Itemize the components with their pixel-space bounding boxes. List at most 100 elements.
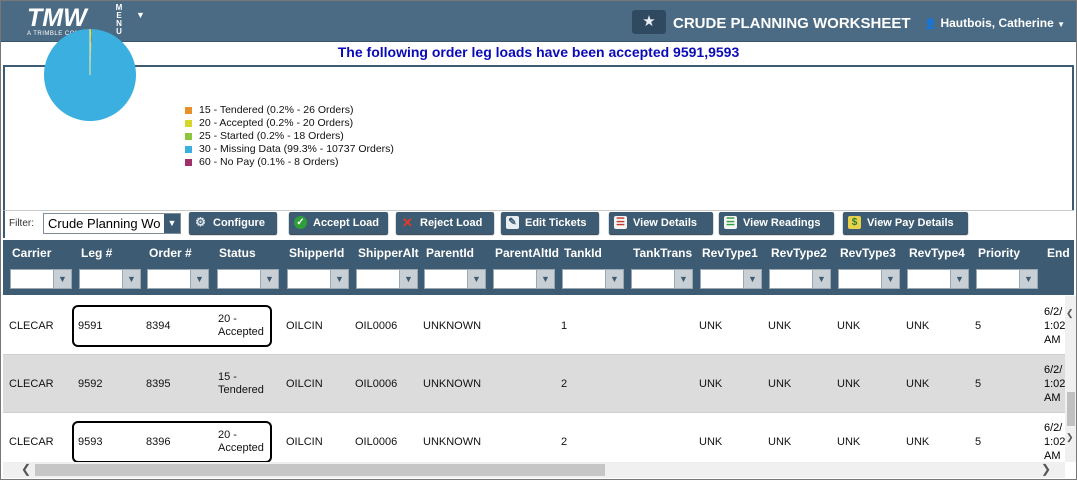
end-date-line: 1:02: [1044, 320, 1066, 332]
configure-button[interactable]: ⚙ Configure: [189, 212, 277, 234]
filter-icon[interactable]: ▼: [605, 270, 623, 288]
column-header[interactable]: Leg #: [81, 246, 113, 260]
column-header[interactable]: RevType3: [840, 246, 896, 260]
legend-item[interactable]: 60 - No Pay (0.1% - 8 Orders): [185, 156, 394, 169]
page-title: CRUDE PLANNING WORKSHEET: [673, 15, 911, 32]
filter-icon[interactable]: ▼: [950, 270, 968, 288]
column-header[interactable]: ParentAltId: [495, 246, 560, 260]
table-cell: 20 - Accepted: [218, 297, 264, 355]
column-filter-input[interactable]: ▼: [79, 269, 141, 289]
filter-icon[interactable]: ▼: [1019, 270, 1037, 288]
column-header[interactable]: RevType1: [702, 246, 758, 260]
pie-slice[interactable]: [44, 29, 136, 122]
filter-icon[interactable]: ▼: [260, 270, 278, 288]
column-header[interactable]: Carrier: [12, 246, 52, 260]
view-details-button[interactable]: ☰ View Details: [609, 212, 713, 234]
column-filter-input[interactable]: ▼: [838, 269, 900, 289]
edit-tickets-button[interactable]: ✎ Edit Tickets: [501, 212, 599, 234]
accept-load-button[interactable]: ✓ Accept Load: [289, 212, 388, 234]
column-header[interactable]: Priority: [978, 246, 1021, 260]
column-header[interactable]: TankTrans: [633, 246, 693, 260]
view-readings-label: View Readings: [743, 217, 821, 229]
tmw-logo[interactable]: TMW A TRIMBLE COMPANY: [27, 5, 98, 37]
filter-icon[interactable]: ▼: [190, 270, 208, 288]
filter-icon[interactable]: ▼: [122, 270, 140, 288]
scroll-right-icon[interactable]: ❯: [1040, 462, 1051, 476]
filter-icon[interactable]: ▼: [536, 270, 554, 288]
filter-icon[interactable]: ▼: [743, 270, 761, 288]
document-icon: ☰: [614, 216, 627, 229]
column-header[interactable]: ShipperAlt: [358, 246, 419, 260]
table-row[interactable]: CLECAR 9591 8394 20 - Accepted OILCIN OIL0006 U…: [3, 297, 1065, 355]
column-header[interactable]: TankId: [564, 246, 602, 260]
scroll-left-icon[interactable]: ❮: [21, 462, 32, 476]
column-filter-input[interactable]: ▼: [562, 269, 624, 289]
view-details-label: View Details: [633, 217, 697, 229]
column-filter-input[interactable]: ▼: [907, 269, 969, 289]
filter-icon[interactable]: ▼: [53, 270, 71, 288]
table-row[interactable]: CLECAR 9592 8395 15 - Tendered OILCIN OIL0006 U…: [3, 355, 1065, 413]
close-icon: ✕: [402, 215, 413, 230]
column-filter-input[interactable]: ▼: [356, 269, 418, 289]
column-filter-input[interactable]: ▼: [287, 269, 349, 289]
table-cell: 9591: [78, 320, 103, 332]
column-header[interactable]: ShipperId: [289, 246, 345, 260]
view-pay-details-label: View Pay Details: [867, 217, 954, 229]
legend-item[interactable]: 15 - Tendered (0.2% - 26 Orders): [185, 104, 394, 117]
scroll-up-icon[interactable]: ❮: [1066, 308, 1074, 318]
legend-swatch: [185, 107, 192, 114]
horizontal-scrollbar[interactable]: ❮ ❯: [3, 462, 1065, 478]
column-filter-input[interactable]: ▼: [10, 269, 72, 289]
table-cell: 9592: [78, 378, 103, 390]
vertical-scrollbar[interactable]: ❮ ❯: [1065, 296, 1077, 462]
table-cell: UNKNOWN: [423, 378, 482, 390]
filter-icon[interactable]: ▼: [674, 270, 692, 288]
filter-icon[interactable]: ▼: [467, 270, 485, 288]
column-filter-input[interactable]: ▼: [424, 269, 486, 289]
vertical-scroll-thumb[interactable]: [1067, 392, 1075, 426]
column-header[interactable]: RevType2: [771, 246, 827, 260]
end-date-line: 6/2/: [1044, 306, 1063, 318]
end-date-line: 6/2/: [1044, 422, 1063, 434]
column-header[interactable]: RevType4: [909, 246, 965, 260]
filter-select[interactable]: Crude Planning Wo ▼: [43, 213, 181, 234]
status-pie-chart[interactable]: [42, 27, 138, 123]
column-filter-input[interactable]: ▼: [631, 269, 693, 289]
column-filter-input[interactable]: ▼: [217, 269, 279, 289]
end-date-line: AM: [1044, 334, 1061, 346]
list-icon: ☰: [724, 216, 737, 229]
edit-tickets-label: Edit Tickets: [525, 217, 587, 229]
filter-icon[interactable]: ▼: [399, 270, 417, 288]
legend-item[interactable]: 20 - Accepted (0.2% - 20 Orders): [185, 117, 394, 130]
table-cell: OIL0006: [355, 378, 398, 390]
table-cell: 8396: [146, 436, 171, 448]
column-filter-input[interactable]: ▼: [700, 269, 762, 289]
scroll-down-icon[interactable]: ❯: [1066, 432, 1074, 442]
caret-down-icon[interactable]: ▼: [136, 10, 145, 20]
legend-item[interactable]: 30 - Missing Data (99.3% - 10737 Orders): [185, 143, 394, 156]
column-header[interactable]: ParentId: [426, 246, 475, 260]
column-header[interactable]: End: [1047, 246, 1070, 260]
column-filter-input[interactable]: ▼: [769, 269, 831, 289]
filter-icon[interactable]: ▼: [812, 270, 830, 288]
table-cell: UNK: [906, 436, 930, 448]
column-filter-input[interactable]: ▼: [147, 269, 209, 289]
horizontal-scroll-thumb[interactable]: [35, 464, 605, 476]
user-menu[interactable]: 👤 Hautbois, Catherine ▼: [924, 16, 1065, 30]
legend-item[interactable]: 25 - Started (0.2% - 18 Orders): [185, 130, 394, 143]
column-header[interactable]: Order #: [149, 246, 192, 260]
favorite-star-button[interactable]: ★: [632, 10, 666, 34]
status-line-2: Accepted: [218, 326, 264, 338]
filter-icon[interactable]: ▼: [881, 270, 899, 288]
column-filter-input[interactable]: ▼: [493, 269, 555, 289]
view-pay-details-button[interactable]: $ View Pay Details: [843, 212, 968, 234]
table-cell: UNK: [768, 378, 792, 390]
reject-load-button[interactable]: ✕ Reject Load: [396, 212, 494, 234]
column-filter-input[interactable]: ▼: [976, 269, 1038, 289]
view-readings-button[interactable]: ☰ View Readings: [719, 212, 834, 234]
filter-icon[interactable]: ▼: [330, 270, 348, 288]
column-header[interactable]: Status: [219, 246, 256, 260]
table-cell: 5: [975, 436, 982, 448]
